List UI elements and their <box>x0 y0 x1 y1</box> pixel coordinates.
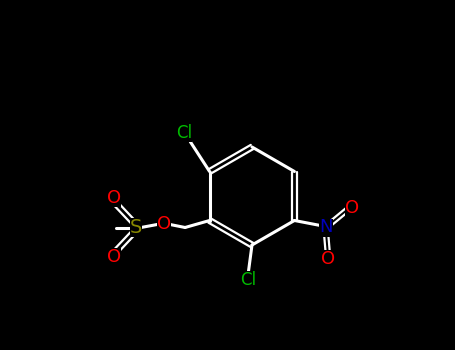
Text: O: O <box>321 250 335 268</box>
Text: O: O <box>107 189 121 207</box>
Text: Cl: Cl <box>176 124 192 142</box>
Text: O: O <box>345 199 359 217</box>
Text: N: N <box>319 218 333 237</box>
Text: O: O <box>107 248 121 266</box>
Text: Cl: Cl <box>240 271 257 289</box>
Text: S: S <box>130 218 142 237</box>
Text: O: O <box>157 215 171 233</box>
